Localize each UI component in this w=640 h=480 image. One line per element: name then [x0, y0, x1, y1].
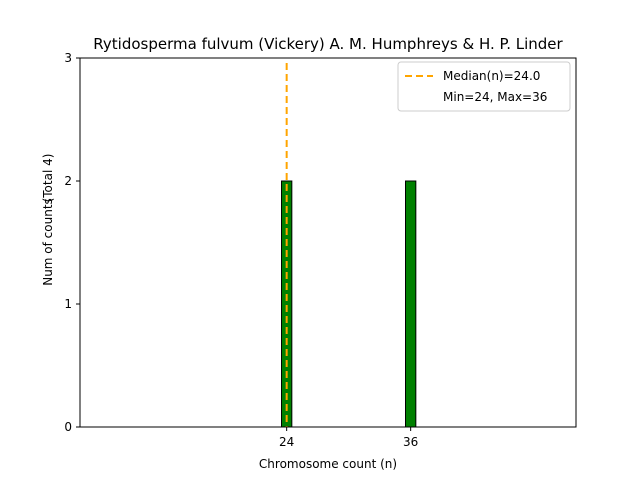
x-tick-label-36: 36	[403, 435, 418, 449]
bar-36	[405, 180, 417, 428]
y-axis: 0 1 2 3	[64, 51, 80, 434]
legend: Median(n)=24.0 Min=24, Max=36	[397, 61, 571, 112]
legend-range-label: Min=24, Max=36	[443, 90, 547, 104]
y-tick-label-1: 1	[64, 297, 72, 311]
legend-median-label: Median(n)=24.0	[443, 69, 540, 83]
x-axis: 24 36	[279, 427, 418, 449]
legend-box	[397, 61, 571, 112]
bars-group	[281, 180, 417, 428]
plot-area	[79, 57, 577, 428]
y-tick-label-2: 2	[64, 174, 72, 188]
x-axis-label: Chromosome count (n)	[259, 457, 397, 471]
x-tick-label-24: 24	[279, 435, 294, 449]
chart-title: Rytidosperma fulvum (Vickery) A. M. Hump…	[93, 35, 563, 53]
y-axis-total-note: (Total 4)	[41, 154, 55, 203]
y-tick-label-0: 0	[64, 420, 72, 434]
plot-frame	[79, 57, 577, 428]
y-tick-label-3: 3	[64, 51, 72, 65]
y-axis-label: Num of counts	[41, 198, 55, 286]
